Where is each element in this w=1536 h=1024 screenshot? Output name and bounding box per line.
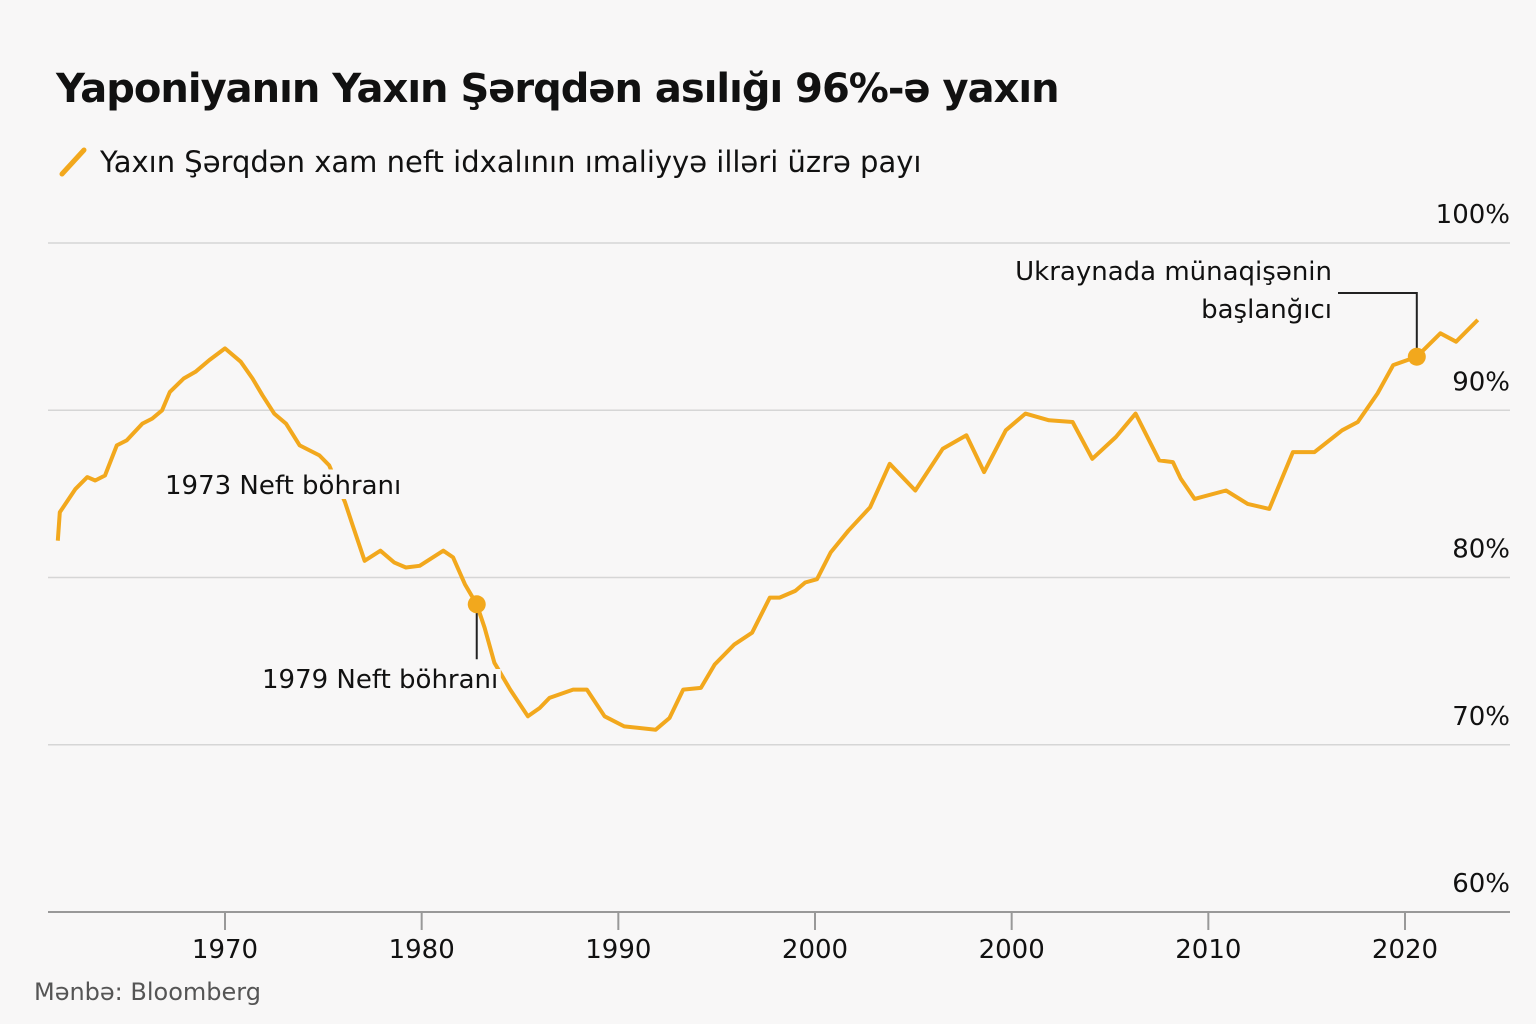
annotation-label: Ukraynada münaqişənin <box>1015 257 1332 287</box>
legend-label: Yaxın Şərqdən xam neft idxalının ımaliyy… <box>99 145 921 179</box>
x-tick-label: 2020 <box>1372 935 1438 965</box>
x-tick-label: 2000 <box>979 935 1045 965</box>
y-tick-label: 70% <box>1452 702 1510 732</box>
annotation-label: 1979 Neft böhranı <box>262 665 498 695</box>
source: Mənbə: Bloomberg <box>34 978 261 1006</box>
y-tick-label: 80% <box>1452 535 1510 565</box>
y-tick-label: 90% <box>1452 367 1510 397</box>
x-tick-label: 2000 <box>782 935 848 965</box>
annotation-label: başlanğıcı <box>1201 295 1332 325</box>
annotation-point <box>467 595 486 614</box>
series-line <box>55 318 1480 732</box>
annotation-leader <box>1338 292 1418 349</box>
x-tick-label: 1970 <box>192 935 258 965</box>
chart-title: Yaponiyanın Yaxın Şərqdən asılığı 96%-ə … <box>55 66 1059 112</box>
annotation-point <box>1407 347 1426 366</box>
legend-swatch <box>59 147 87 177</box>
y-tick-label: 60% <box>1452 869 1510 899</box>
x-tick-label: 1990 <box>585 935 651 965</box>
annotation-label: 1973 Neft böhranı <box>165 471 401 501</box>
x-tick-label: 1980 <box>389 935 455 965</box>
x-tick-label: 2010 <box>1175 935 1241 965</box>
y-tick-label: 100% <box>1436 200 1510 230</box>
